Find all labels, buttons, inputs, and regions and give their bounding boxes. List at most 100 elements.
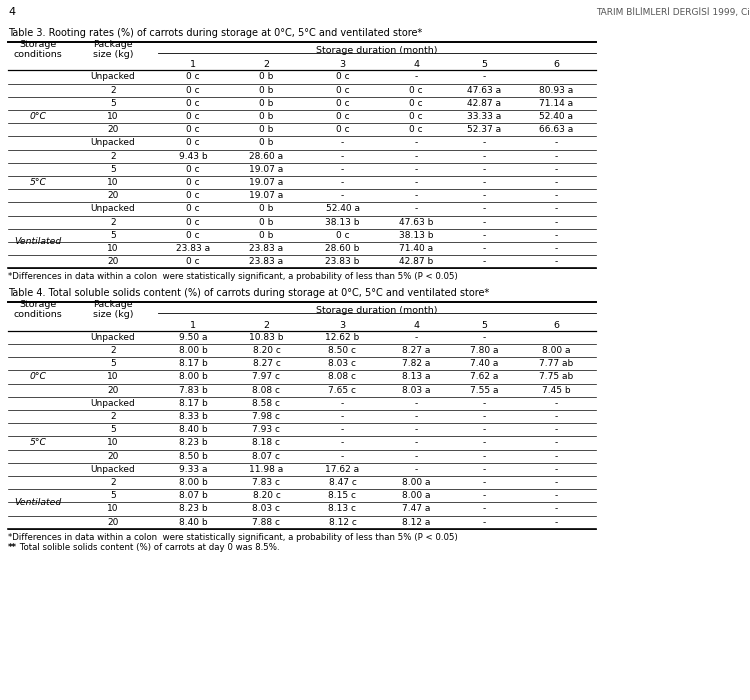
- Text: 0 b: 0 b: [260, 139, 274, 148]
- Text: 0 c: 0 c: [186, 258, 200, 266]
- Text: -: -: [554, 244, 557, 253]
- Text: -: -: [340, 399, 344, 408]
- Text: -: -: [482, 465, 486, 474]
- Text: 2: 2: [110, 152, 116, 161]
- Text: 5: 5: [110, 165, 116, 174]
- Text: 0 c: 0 c: [186, 139, 200, 148]
- Text: 10: 10: [107, 372, 118, 382]
- Text: -: -: [414, 426, 418, 434]
- Text: 2: 2: [110, 478, 116, 487]
- Text: 42.87 a: 42.87 a: [467, 99, 501, 108]
- Text: -: -: [482, 518, 486, 526]
- Text: 0 c: 0 c: [186, 231, 200, 240]
- Text: Unpacked: Unpacked: [91, 399, 135, 408]
- Text: -: -: [482, 191, 486, 200]
- Text: 7.83 b: 7.83 b: [178, 386, 207, 395]
- Text: 8.40 b: 8.40 b: [178, 518, 207, 526]
- Text: 47.63 b: 47.63 b: [399, 218, 433, 227]
- Text: -: -: [482, 178, 486, 187]
- Text: Storage duration (month): Storage duration (month): [316, 307, 438, 316]
- Text: 8.15 c: 8.15 c: [328, 491, 356, 500]
- Text: -: -: [482, 139, 486, 148]
- Text: -: -: [340, 178, 344, 187]
- Text: -: -: [554, 399, 557, 408]
- Text: 9.43 b: 9.43 b: [178, 152, 207, 161]
- Text: -: -: [340, 438, 344, 447]
- Text: 0 b: 0 b: [260, 204, 274, 214]
- Text: 7.88 c: 7.88 c: [253, 518, 280, 526]
- Text: 8.12 a: 8.12 a: [402, 518, 430, 526]
- Text: -: -: [340, 191, 344, 200]
- Text: 2: 2: [110, 85, 116, 94]
- Text: 52.40 a: 52.40 a: [539, 112, 573, 121]
- Text: -: -: [554, 452, 557, 461]
- Text: -: -: [554, 518, 557, 526]
- Text: -: -: [554, 505, 557, 514]
- Text: -: -: [482, 231, 486, 240]
- Text: Unpacked: Unpacked: [91, 139, 135, 148]
- Text: Package
size (kg): Package size (kg): [93, 300, 134, 319]
- Text: -: -: [482, 204, 486, 214]
- Text: 23.83 a: 23.83 a: [176, 244, 210, 253]
- Text: 3: 3: [340, 60, 346, 69]
- Text: -: -: [554, 491, 557, 500]
- Text: -: -: [482, 73, 486, 81]
- Text: -: -: [482, 152, 486, 161]
- Text: 4: 4: [8, 7, 15, 17]
- Text: 7.97 c: 7.97 c: [253, 372, 280, 382]
- Text: -: -: [554, 231, 557, 240]
- Text: 33.33 a: 33.33 a: [466, 112, 501, 121]
- Text: 6: 6: [553, 321, 559, 330]
- Text: *Differences in data within a colon  were statistically significant, a probabili: *Differences in data within a colon were…: [8, 533, 458, 542]
- Text: 8.13 c: 8.13 c: [328, 505, 356, 514]
- Text: -: -: [340, 139, 344, 148]
- Text: 12.62 b: 12.62 b: [326, 333, 360, 342]
- Text: Unpacked: Unpacked: [91, 333, 135, 342]
- Text: 0 b: 0 b: [260, 125, 274, 134]
- Text: 10: 10: [107, 112, 118, 121]
- Text: -: -: [340, 412, 344, 421]
- Text: 19.07 a: 19.07 a: [249, 191, 284, 200]
- Text: 7.75 ab: 7.75 ab: [538, 372, 573, 382]
- Text: 0 b: 0 b: [260, 231, 274, 240]
- Text: Unpacked: Unpacked: [91, 73, 135, 81]
- Text: 17.62 a: 17.62 a: [326, 465, 359, 474]
- Text: 0 c: 0 c: [410, 112, 423, 121]
- Text: -: -: [482, 412, 486, 421]
- Text: 8.03 a: 8.03 a: [402, 386, 430, 395]
- Text: 8.18 c: 8.18 c: [253, 438, 280, 447]
- Text: 8.17 b: 8.17 b: [178, 399, 207, 408]
- Text: 8.12 c: 8.12 c: [328, 518, 356, 526]
- Text: 8.27 c: 8.27 c: [253, 359, 280, 368]
- Text: 7.77 ab: 7.77 ab: [538, 359, 573, 368]
- Text: 8.03 c: 8.03 c: [253, 505, 280, 514]
- Text: -: -: [340, 152, 344, 161]
- Text: -: -: [482, 438, 486, 447]
- Text: 0 b: 0 b: [260, 73, 274, 81]
- Text: 10.83 b: 10.83 b: [249, 333, 284, 342]
- Text: 5°C: 5°C: [29, 178, 46, 187]
- Text: Package
size (kg): Package size (kg): [93, 40, 134, 59]
- Text: 0°C: 0°C: [29, 372, 46, 382]
- Text: 28.60 b: 28.60 b: [326, 244, 360, 253]
- Text: -: -: [340, 452, 344, 461]
- Text: 11.98 a: 11.98 a: [249, 465, 284, 474]
- Text: 8.08 c: 8.08 c: [328, 372, 356, 382]
- Text: 20: 20: [107, 258, 118, 266]
- Text: -: -: [340, 165, 344, 174]
- Text: 7.45 b: 7.45 b: [542, 386, 570, 395]
- Text: -: -: [414, 191, 418, 200]
- Text: 20: 20: [107, 452, 118, 461]
- Text: 8.00 b: 8.00 b: [178, 372, 207, 382]
- Text: Ventilated: Ventilated: [14, 498, 62, 507]
- Text: -: -: [414, 73, 418, 81]
- Text: 5°C: 5°C: [29, 438, 46, 447]
- Text: 8.00 b: 8.00 b: [178, 478, 207, 487]
- Text: 0 c: 0 c: [336, 112, 350, 121]
- Text: 4: 4: [413, 60, 419, 69]
- Text: Ventilated: Ventilated: [14, 237, 62, 246]
- Text: 0 c: 0 c: [336, 99, 350, 108]
- Text: -: -: [554, 478, 557, 487]
- Text: 8.23 b: 8.23 b: [178, 505, 207, 514]
- Text: 71.14 a: 71.14 a: [539, 99, 573, 108]
